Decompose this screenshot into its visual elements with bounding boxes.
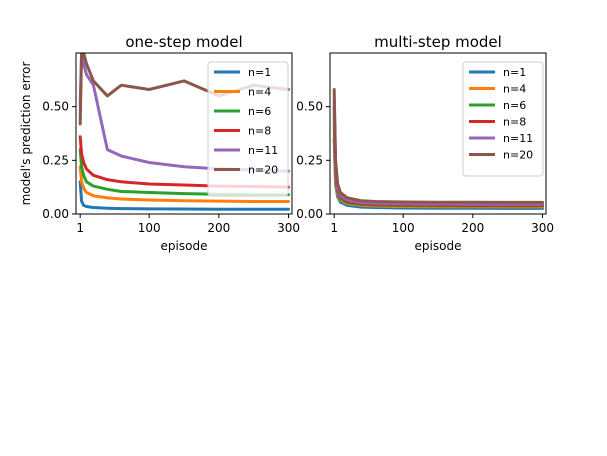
chart-title: one-step model	[125, 33, 242, 51]
y-tick-label: 0.25	[42, 153, 69, 167]
legend: n=1 n=4 n=6 n=8 n=11 n=20	[462, 61, 544, 177]
x-tick-label: 300	[277, 221, 300, 235]
x-tick-label: 100	[392, 221, 415, 235]
x-tick-label: 1	[330, 221, 338, 235]
x-tick-label: 300	[531, 221, 554, 235]
legend-entry-label: n=11	[248, 144, 278, 157]
legend-entry-label: n=6	[503, 99, 526, 112]
legend-entry-label: n=20	[503, 149, 533, 162]
legend-entry-label: n=6	[248, 105, 271, 118]
legend-entry-label: n=20	[248, 164, 278, 177]
chart-title: multi-step model	[374, 33, 502, 51]
x-tick-label: 200	[461, 221, 484, 235]
series-line-n-4	[78, 165, 291, 204]
series-lines	[332, 87, 545, 210]
legend-box	[462, 61, 544, 177]
x-tick-label: 1	[76, 221, 84, 235]
y-tick-label: 0.25	[296, 153, 323, 167]
legend-box	[207, 61, 289, 197]
legend: n=1 n=4 n=6 n=8 n=11 n=20	[207, 61, 289, 197]
y-tick-label: 0.00	[296, 207, 323, 221]
y-tick-label: 0.50	[296, 100, 323, 114]
series-line-n-1	[78, 180, 291, 211]
chart-panel-1: 1 100 200 300 0.00 0.25 0.50 one-step model epis…	[19, 33, 300, 253]
series-line-n-20	[332, 87, 545, 204]
x-tick-label: 100	[138, 221, 161, 235]
y-axis-label: model's prediction error	[19, 62, 33, 206]
chart-panel-2: 1 100 200 300 0.00 0.25 0.50 multi-step model ep…	[296, 33, 554, 253]
axes-frame	[329, 52, 547, 215]
legend-entry-label: n=1	[503, 66, 526, 79]
legend-entry-label: n=1	[248, 66, 271, 79]
y-tick-label: 0.00	[42, 207, 69, 221]
axes-frame	[75, 52, 293, 215]
legend-entry-label: n=8	[503, 116, 526, 129]
x-axis-label: episode	[161, 239, 208, 253]
x-axis-label: episode	[415, 239, 462, 253]
legend-entry-label: n=8	[248, 125, 271, 138]
legend-entry-label: n=4	[503, 83, 526, 96]
legend-entry-label: n=11	[503, 132, 533, 145]
legend-entry-label: n=4	[248, 86, 271, 99]
x-tick-label: 200	[207, 221, 230, 235]
y-tick-label: 0.50	[42, 100, 69, 114]
